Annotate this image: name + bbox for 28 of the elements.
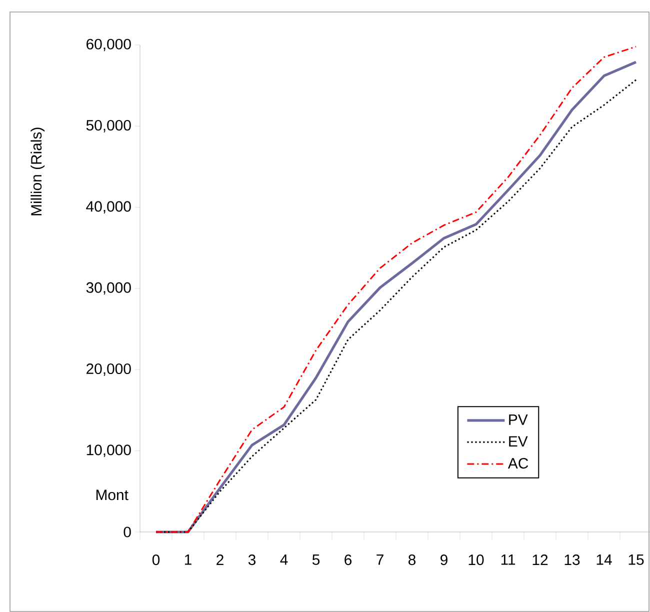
legend-label: EV	[509, 436, 528, 447]
y-tick-label: 20,000	[86, 363, 131, 376]
y-tick-label: 60,000	[86, 38, 131, 52]
y-tick-label: 0	[124, 526, 131, 538]
x-tick-label: 0	[152, 554, 160, 566]
y-tick-label: 10,000	[86, 444, 131, 457]
x-tick-label: 14	[596, 554, 612, 565]
y-tick-label: 40,000	[86, 201, 131, 214]
x-tick-label: 7	[376, 554, 384, 565]
x-tick-label: 1	[184, 554, 192, 565]
x-tick-label: 4	[280, 554, 288, 565]
x-tick-label: 15	[628, 554, 644, 565]
legend-label: AC	[508, 458, 528, 469]
x-tick-label: 2	[216, 554, 224, 565]
x-axis-title: Mont	[96, 490, 128, 500]
x-tick-label: 5	[312, 554, 320, 565]
legend-label: PV	[509, 414, 528, 425]
y-axis-title: Million (Rials)	[30, 128, 45, 216]
x-tick-label: 9	[440, 554, 448, 566]
x-tick-label: 8	[408, 554, 416, 566]
x-tick-label: 10	[468, 554, 484, 566]
x-tick-label: 11	[501, 554, 516, 565]
x-tick-label: 12	[532, 554, 548, 565]
y-tick-label: 30,000	[86, 282, 131, 295]
x-tick-label: 6	[344, 554, 352, 566]
y-tick-label: 50,000	[86, 120, 131, 132]
x-tick-label: 13	[564, 554, 580, 566]
x-tick-label: 3	[248, 554, 256, 566]
